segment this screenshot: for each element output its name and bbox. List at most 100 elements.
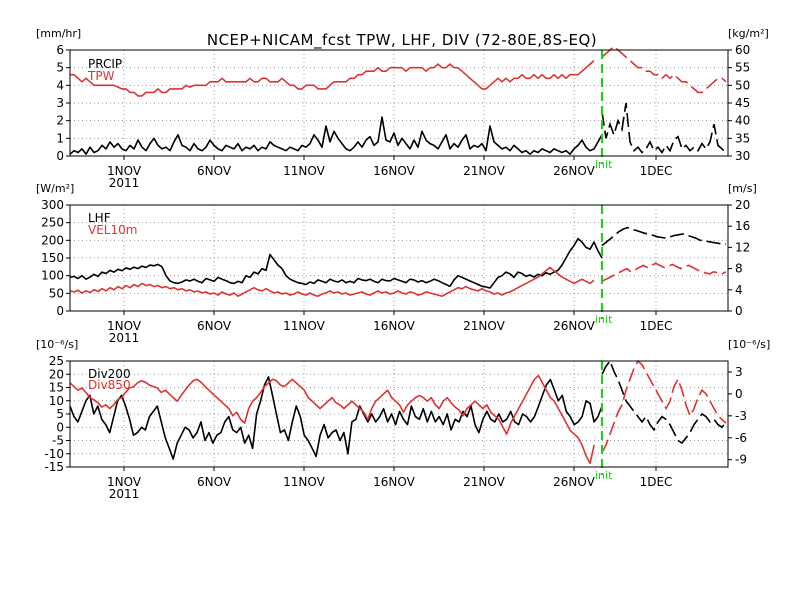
x-tick-label: 26NOV bbox=[553, 475, 595, 489]
right-tick-label: 16 bbox=[735, 219, 750, 233]
right-tick-label: 4 bbox=[735, 283, 743, 297]
left-tick-label: 200 bbox=[41, 233, 64, 247]
left-tick-label: -5 bbox=[52, 434, 64, 448]
series-line-div200 bbox=[69, 376, 603, 460]
right-tick-label: -3 bbox=[735, 409, 747, 423]
legend-div200: Div200 bbox=[88, 367, 131, 381]
forecast-line-lhf bbox=[601, 226, 726, 247]
right-tick-label: -9 bbox=[735, 453, 747, 467]
x-tick-label: 1DEC bbox=[640, 164, 673, 178]
left-tick-label: 10 bbox=[49, 394, 64, 408]
left-axis-unit: [W/m²] bbox=[36, 182, 74, 195]
legend-vel10m: VEL10m bbox=[88, 223, 137, 237]
left-tick-label: 2 bbox=[56, 114, 64, 128]
x-tick-label: 16NOV bbox=[373, 475, 415, 489]
right-axis-unit: [kg/m²] bbox=[728, 27, 769, 40]
left-tick-label: 3 bbox=[56, 96, 64, 110]
legend-prcip: PRCIP bbox=[88, 57, 122, 71]
x-tick-label: 6NOV bbox=[197, 319, 232, 333]
right-axis-unit: [10⁻⁶/s] bbox=[728, 338, 770, 351]
forecast-line-vel10m bbox=[601, 262, 727, 283]
left-tick-label: 100 bbox=[41, 269, 64, 283]
left-tick-label: 150 bbox=[41, 251, 64, 265]
left-tick-label: 4 bbox=[56, 78, 64, 92]
series-line-prcip bbox=[69, 116, 603, 155]
left-tick-label: 250 bbox=[41, 216, 64, 230]
x-tick-label: 1NOV bbox=[107, 319, 142, 333]
left-tick-label: 5 bbox=[56, 407, 64, 421]
right-tick-label: 50 bbox=[735, 78, 750, 92]
panel-3: [10⁻⁶/s] [10⁻⁶/s]-15-10-50510152025-9-6-3… bbox=[36, 338, 770, 501]
right-tick-label: 35 bbox=[735, 131, 750, 145]
x-tick-label: 21NOV bbox=[463, 475, 505, 489]
x-tick-label: 26NOV bbox=[553, 319, 595, 333]
left-tick-label: 20 bbox=[49, 367, 64, 381]
right-tick-label: 20 bbox=[735, 198, 750, 212]
x-tick-label: 1NOV bbox=[107, 164, 142, 178]
legend-div850: Div850 bbox=[88, 378, 131, 392]
x-year-label: 2011 bbox=[109, 176, 140, 190]
chart-title: NCEP+NICAM_fcst TPW, LHF, DIV (72-80E,8S… bbox=[207, 31, 597, 50]
series-line-lhf bbox=[69, 237, 603, 289]
x-tick-label: 11NOV bbox=[283, 164, 325, 178]
left-tick-label: 6 bbox=[56, 43, 64, 57]
x-tick-label: 16NOV bbox=[373, 319, 415, 333]
plot-frame bbox=[69, 360, 729, 468]
left-tick-label: 5 bbox=[56, 61, 64, 75]
left-tick-label: 15 bbox=[49, 381, 64, 395]
series-line-vel10m bbox=[69, 266, 595, 298]
left-axis-unit: [10⁻⁶/s] bbox=[36, 338, 78, 351]
right-tick-label: 30 bbox=[735, 149, 750, 163]
left-tick-label: 50 bbox=[49, 286, 64, 300]
right-tick-label: -6 bbox=[735, 431, 747, 445]
x-tick-label: 26NOV bbox=[553, 164, 595, 178]
left-tick-label: -10 bbox=[44, 447, 64, 461]
left-tick-label: 25 bbox=[49, 354, 64, 368]
init-label: init bbox=[595, 469, 613, 482]
series-line-tpw bbox=[70, 59, 595, 97]
right-tick-label: 12 bbox=[735, 240, 750, 254]
plot-frame bbox=[69, 204, 729, 312]
left-tick-label: -15 bbox=[44, 460, 64, 474]
left-tick-label: 300 bbox=[41, 198, 64, 212]
forecast-line-div200 bbox=[601, 359, 727, 445]
x-tick-label: 1DEC bbox=[640, 319, 673, 333]
x-tick-label: 21NOV bbox=[463, 164, 505, 178]
x-tick-label: 21NOV bbox=[463, 319, 505, 333]
right-tick-label: 0 bbox=[735, 387, 743, 401]
right-tick-label: 60 bbox=[735, 43, 750, 57]
x-tick-label: 6NOV bbox=[197, 164, 232, 178]
right-tick-label: 55 bbox=[735, 61, 750, 75]
init-label: init bbox=[595, 313, 613, 326]
series-line-div850 bbox=[69, 374, 595, 465]
x-tick-label: 6NOV bbox=[197, 475, 232, 489]
x-tick-label: 11NOV bbox=[283, 319, 325, 333]
right-tick-label: 8 bbox=[735, 262, 743, 276]
x-tick-label: 11NOV bbox=[283, 475, 325, 489]
x-tick-label: 1NOV bbox=[107, 475, 142, 489]
right-tick-label: 0 bbox=[735, 304, 743, 318]
init-label: init bbox=[595, 158, 613, 171]
legend-lhf: LHF bbox=[88, 211, 111, 225]
right-axis-unit: [m/s] bbox=[728, 182, 757, 195]
forecast-line-div850 bbox=[601, 359, 727, 453]
left-tick-label: 1 bbox=[56, 131, 64, 145]
left-tick-label: 0 bbox=[56, 304, 64, 318]
x-year-label: 2011 bbox=[109, 331, 140, 345]
x-year-label: 2011 bbox=[109, 487, 140, 501]
left-axis-unit: [mm/hr] bbox=[36, 27, 81, 40]
right-tick-label: 45 bbox=[735, 96, 750, 110]
x-tick-label: 16NOV bbox=[373, 164, 415, 178]
forecast-line-tpw bbox=[601, 45, 727, 94]
panel-2: [W/m²] [m/s] 0 50 100 150 200 250 300 0 4 8 12 16 20 1N… bbox=[36, 182, 757, 345]
x-tick-label: 1DEC bbox=[640, 475, 673, 489]
left-tick-label: 0 bbox=[56, 420, 64, 434]
right-tick-label: 40 bbox=[735, 114, 750, 128]
right-tick-label: 3 bbox=[735, 365, 743, 379]
plot-frame bbox=[69, 49, 729, 157]
legend-tpw: TPW bbox=[87, 69, 115, 83]
forecast-line-prcip bbox=[601, 102, 727, 154]
left-tick-label: 0 bbox=[56, 149, 64, 163]
